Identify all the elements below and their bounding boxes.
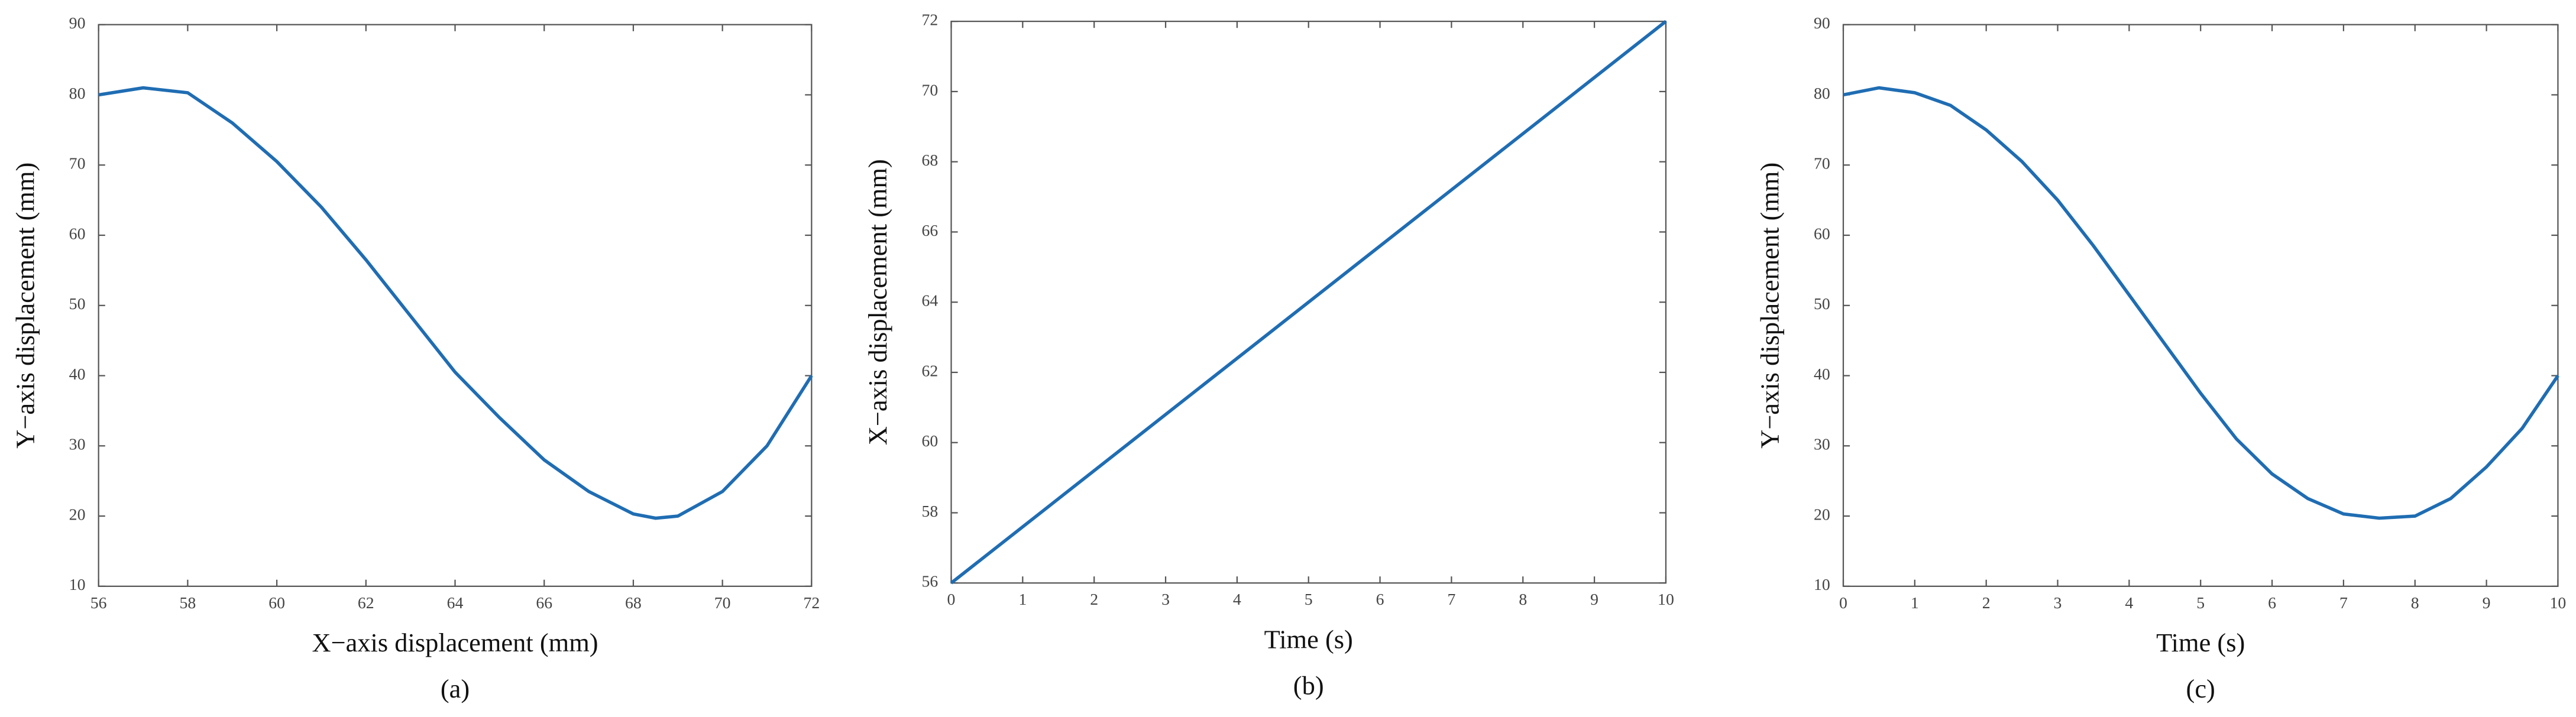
- y-tick-label: 62: [922, 362, 939, 380]
- x-tick-label: 3: [1161, 591, 1170, 609]
- y-axis-label: Y−axis displacement (mm): [1755, 163, 1785, 449]
- x-tick-label: 56: [90, 594, 107, 612]
- x-tick-label: 64: [447, 594, 464, 612]
- y-tick-label: 50: [69, 295, 86, 313]
- x-tick-label: 6: [1376, 591, 1384, 609]
- x-tick-label: 70: [714, 594, 731, 612]
- y-axis-label: X−axis displacement (mm): [863, 159, 892, 445]
- y-tick-label: 90: [69, 14, 86, 33]
- x-tick-label: 8: [1519, 591, 1527, 609]
- x-axis-label: X−axis displacement (mm): [312, 628, 598, 657]
- x-tick-label: 5: [2196, 594, 2205, 612]
- x-tick-label: 58: [180, 594, 196, 612]
- x-tick-label: 0: [1839, 594, 1847, 612]
- y-tick-label: 10: [69, 576, 86, 594]
- x-axis-label: Time (s): [2156, 628, 2245, 657]
- y-tick-label: 30: [1814, 436, 1830, 454]
- x-tick-label: 66: [536, 594, 552, 612]
- panel-caption: (b): [1293, 670, 1324, 700]
- x-tick-label: 6: [2268, 594, 2276, 612]
- x-axis-label: Time (s): [1264, 625, 1353, 654]
- x-tick-label: 0: [947, 591, 956, 609]
- y-tick-label: 70: [922, 81, 939, 99]
- y-tick-label: 60: [1814, 225, 1830, 243]
- y-tick-label: 90: [1814, 14, 1830, 33]
- panel-caption: (c): [2186, 674, 2215, 703]
- y-tick-label: 68: [922, 151, 939, 170]
- y-tick-label: 60: [69, 225, 86, 243]
- y-tick-label: 40: [1814, 365, 1830, 384]
- y-tick-label: 58: [922, 502, 939, 521]
- x-tick-label: 3: [2054, 594, 2062, 612]
- y-tick-label: 50: [1814, 295, 1830, 313]
- x-tick-label: 5: [1305, 591, 1313, 609]
- y-tick-label: 30: [69, 436, 86, 454]
- y-tick-label: 20: [1814, 505, 1830, 524]
- y-axis-label: Y−axis displacement (mm): [10, 163, 40, 449]
- y-tick-label: 60: [922, 432, 939, 450]
- y-tick-label: 64: [922, 292, 939, 310]
- x-tick-label: 8: [2411, 594, 2419, 612]
- y-tick-label: 66: [922, 222, 939, 240]
- x-tick-label: 60: [268, 594, 285, 612]
- y-tick-label: 20: [69, 505, 86, 524]
- x-tick-label: 9: [2483, 594, 2491, 612]
- x-tick-label: 2: [1090, 591, 1098, 609]
- x-tick-label: 10: [1658, 591, 1674, 609]
- x-tick-label: 1: [1911, 594, 1919, 612]
- y-tick-label: 70: [69, 155, 86, 173]
- x-tick-label: 1: [1018, 591, 1027, 609]
- x-tick-label: 72: [803, 594, 820, 612]
- x-tick-label: 4: [1233, 591, 1241, 609]
- y-tick-label: 56: [922, 573, 939, 591]
- x-tick-label: 62: [358, 594, 374, 612]
- y-tick-label: 10: [1814, 576, 1830, 594]
- x-tick-label: 10: [2550, 594, 2567, 612]
- y-tick-label: 40: [69, 365, 86, 384]
- x-tick-label: 7: [2339, 594, 2348, 612]
- x-tick-label: 68: [625, 594, 642, 612]
- x-tick-label: 7: [1447, 591, 1455, 609]
- x-tick-label: 2: [1982, 594, 1991, 612]
- x-tick-label: 4: [2125, 594, 2133, 612]
- x-tick-label: 9: [1590, 591, 1598, 609]
- y-tick-label: 80: [69, 85, 86, 103]
- y-tick-label: 72: [922, 11, 939, 29]
- line: [98, 86, 813, 520]
- plot-frame: [1842, 24, 2559, 587]
- line: [1843, 86, 2559, 520]
- y-tick-label: 80: [1814, 85, 1830, 103]
- y-tick-label: 70: [1814, 155, 1830, 173]
- line: [950, 20, 1667, 585]
- panel-caption: (a): [441, 674, 470, 703]
